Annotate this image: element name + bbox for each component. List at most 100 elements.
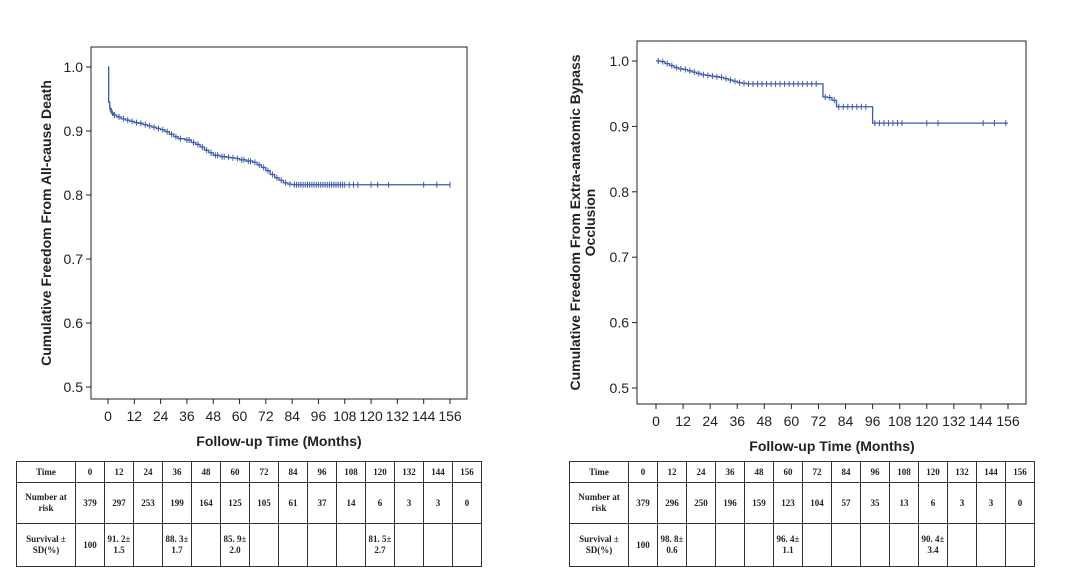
number-at-risk-cell: 6 (918, 482, 948, 524)
x-tick-label: 132 (386, 408, 410, 424)
number-at-risk-cell: 253 (133, 482, 163, 524)
survival-curve (656, 60, 1008, 124)
time-cell: 36 (715, 461, 745, 483)
survival-label: Survival ± SD(%) (569, 523, 629, 567)
table-row: Number at risk 379 296 250 196 159 123 104 57 35 1… (569, 482, 1035, 524)
x-tick-label: 132 (942, 413, 966, 429)
number-at-risk-cell: 379 (75, 482, 105, 524)
x-tick-label: 84 (838, 413, 854, 429)
y-tick-label: 0.5 (610, 380, 630, 396)
survival-cell (686, 523, 716, 567)
x-tick-label: 60 (232, 408, 248, 424)
survival-label: Survival ± SD(%) (16, 523, 76, 567)
y-tick-label: 0.5 (64, 379, 84, 395)
time-cell: 84 (278, 461, 308, 483)
number-at-risk-cell: 61 (278, 482, 308, 524)
x-tick-label: 0 (104, 408, 112, 424)
time-cell: 24 (686, 461, 716, 483)
time-cell: 156 (452, 461, 482, 483)
survival-cell (278, 523, 308, 567)
y-tick-label: 1.0 (64, 59, 84, 75)
survival-cell: 96. 4± 1.1 (773, 523, 803, 567)
y-tick-label: 1.0 (610, 53, 630, 69)
x-tick-label: 120 (915, 413, 939, 429)
number-at-risk-cell: 199 (162, 482, 192, 524)
number-at-risk-cell: 104 (802, 482, 832, 524)
y-tick-label: 0.8 (610, 184, 630, 200)
survival-cell (802, 523, 832, 567)
time-cell: 96 (307, 461, 337, 483)
survival-cell: 91. 2± 1.5 (104, 523, 134, 567)
y-axis-label: Cumulative Freedom From All-cause Death (38, 80, 54, 366)
time-cell: 108 (336, 461, 366, 483)
x-tick-label: 0 (652, 413, 660, 429)
number-at-risk-cell: 250 (686, 482, 716, 524)
survival-cell: 81. 5± 2.7 (365, 523, 395, 567)
survival-cell (947, 523, 977, 567)
survival-cell (860, 523, 890, 567)
time-cell: 48 (744, 461, 774, 483)
number-at-risk-cell: 164 (191, 482, 221, 524)
survival-cell (133, 523, 163, 567)
bypass-occlusion-chart: 0.5 0.6 0.7 0.8 0.9 1.0 0 12 24 36 48 60 72 84 96 108 12… (567, 40, 1027, 454)
x-tick-label: 96 (865, 413, 881, 429)
x-tick-label: 144 (412, 408, 436, 424)
number-at-risk-cell: 3 (394, 482, 424, 524)
number-at-risk-cell: 296 (657, 482, 687, 524)
survival-cell (249, 523, 279, 567)
number-at-risk-cell: 13 (889, 482, 919, 524)
number-at-risk-cell: 159 (744, 482, 774, 524)
time-cell: 12 (657, 461, 687, 483)
survival-cell: 100 (628, 523, 658, 567)
x-axis-label: Follow-up Time (Months) (749, 438, 914, 454)
survival-cell (452, 523, 482, 567)
time-cell: 60 (773, 461, 803, 483)
number-at-risk-cell: 379 (628, 482, 658, 524)
x-tick-label: 24 (153, 408, 169, 424)
x-tick-label: 144 (969, 413, 993, 429)
number-at-risk-cell: 297 (104, 482, 134, 524)
number-at-risk-cell: 37 (307, 482, 337, 524)
number-at-risk-cell: 105 (249, 482, 279, 524)
number-at-risk-cell: 3 (976, 482, 1006, 524)
time-cell: 72 (249, 461, 279, 483)
time-header-label: Time (569, 461, 629, 483)
number-at-risk-cell: 57 (831, 482, 861, 524)
survival-cell: 100 (75, 523, 105, 567)
survival-cell: 85. 9± 2.0 (220, 523, 250, 567)
x-tick-label: 120 (359, 408, 383, 424)
time-cell: 120 (365, 461, 395, 483)
survival-cell (831, 523, 861, 567)
number-at-risk-cell: 0 (1005, 482, 1035, 524)
survival-cell: 88. 3± 1.7 (162, 523, 192, 567)
x-tick-label: 96 (311, 408, 327, 424)
number-at-risk-cell: 123 (773, 482, 803, 524)
survival-cell (394, 523, 424, 567)
survival-cell (336, 523, 366, 567)
time-cell: 108 (889, 461, 919, 483)
x-tick-label: 60 (784, 413, 800, 429)
time-cell: 120 (918, 461, 948, 483)
survival-cell (889, 523, 919, 567)
time-cell: 12 (104, 461, 134, 483)
y-tick-label: 0.9 (610, 118, 630, 134)
x-tick-label: 108 (888, 413, 912, 429)
number-at-risk-cell: 6 (365, 482, 395, 524)
y-tick-label: 0.7 (610, 249, 630, 265)
number-at-risk-cell: 0 (452, 482, 482, 524)
time-cell: 132 (394, 461, 424, 483)
x-tick-label: 156 (996, 413, 1020, 429)
table-row: Time 0 12 24 36 48 60 72 84 96 108 120 132 144 156 (16, 461, 482, 483)
plot-frame (636, 40, 1027, 405)
x-tick-label: 12 (127, 408, 143, 424)
time-cell: 48 (191, 461, 221, 483)
survival-curve (108, 66, 450, 186)
time-cell: 60 (220, 461, 250, 483)
survival-cell (976, 523, 1006, 567)
table-row: Number at risk 379 297 253 199 164 125 105 61 37 1… (16, 482, 482, 524)
risk-table-right: Time 0 12 24 36 48 60 72 84 96 108 120 132 144 156 Numb… (569, 461, 1035, 567)
all-cause-death-chart: 0.5 0.6 0.7 0.8 0.9 1.0 0 12 24 36 48 60 72 84 96 108 12… (38, 46, 468, 449)
time-cell: 72 (802, 461, 832, 483)
x-axis-label: Follow-up Time (Months) (196, 433, 361, 449)
x-tick-label: 24 (702, 413, 718, 429)
